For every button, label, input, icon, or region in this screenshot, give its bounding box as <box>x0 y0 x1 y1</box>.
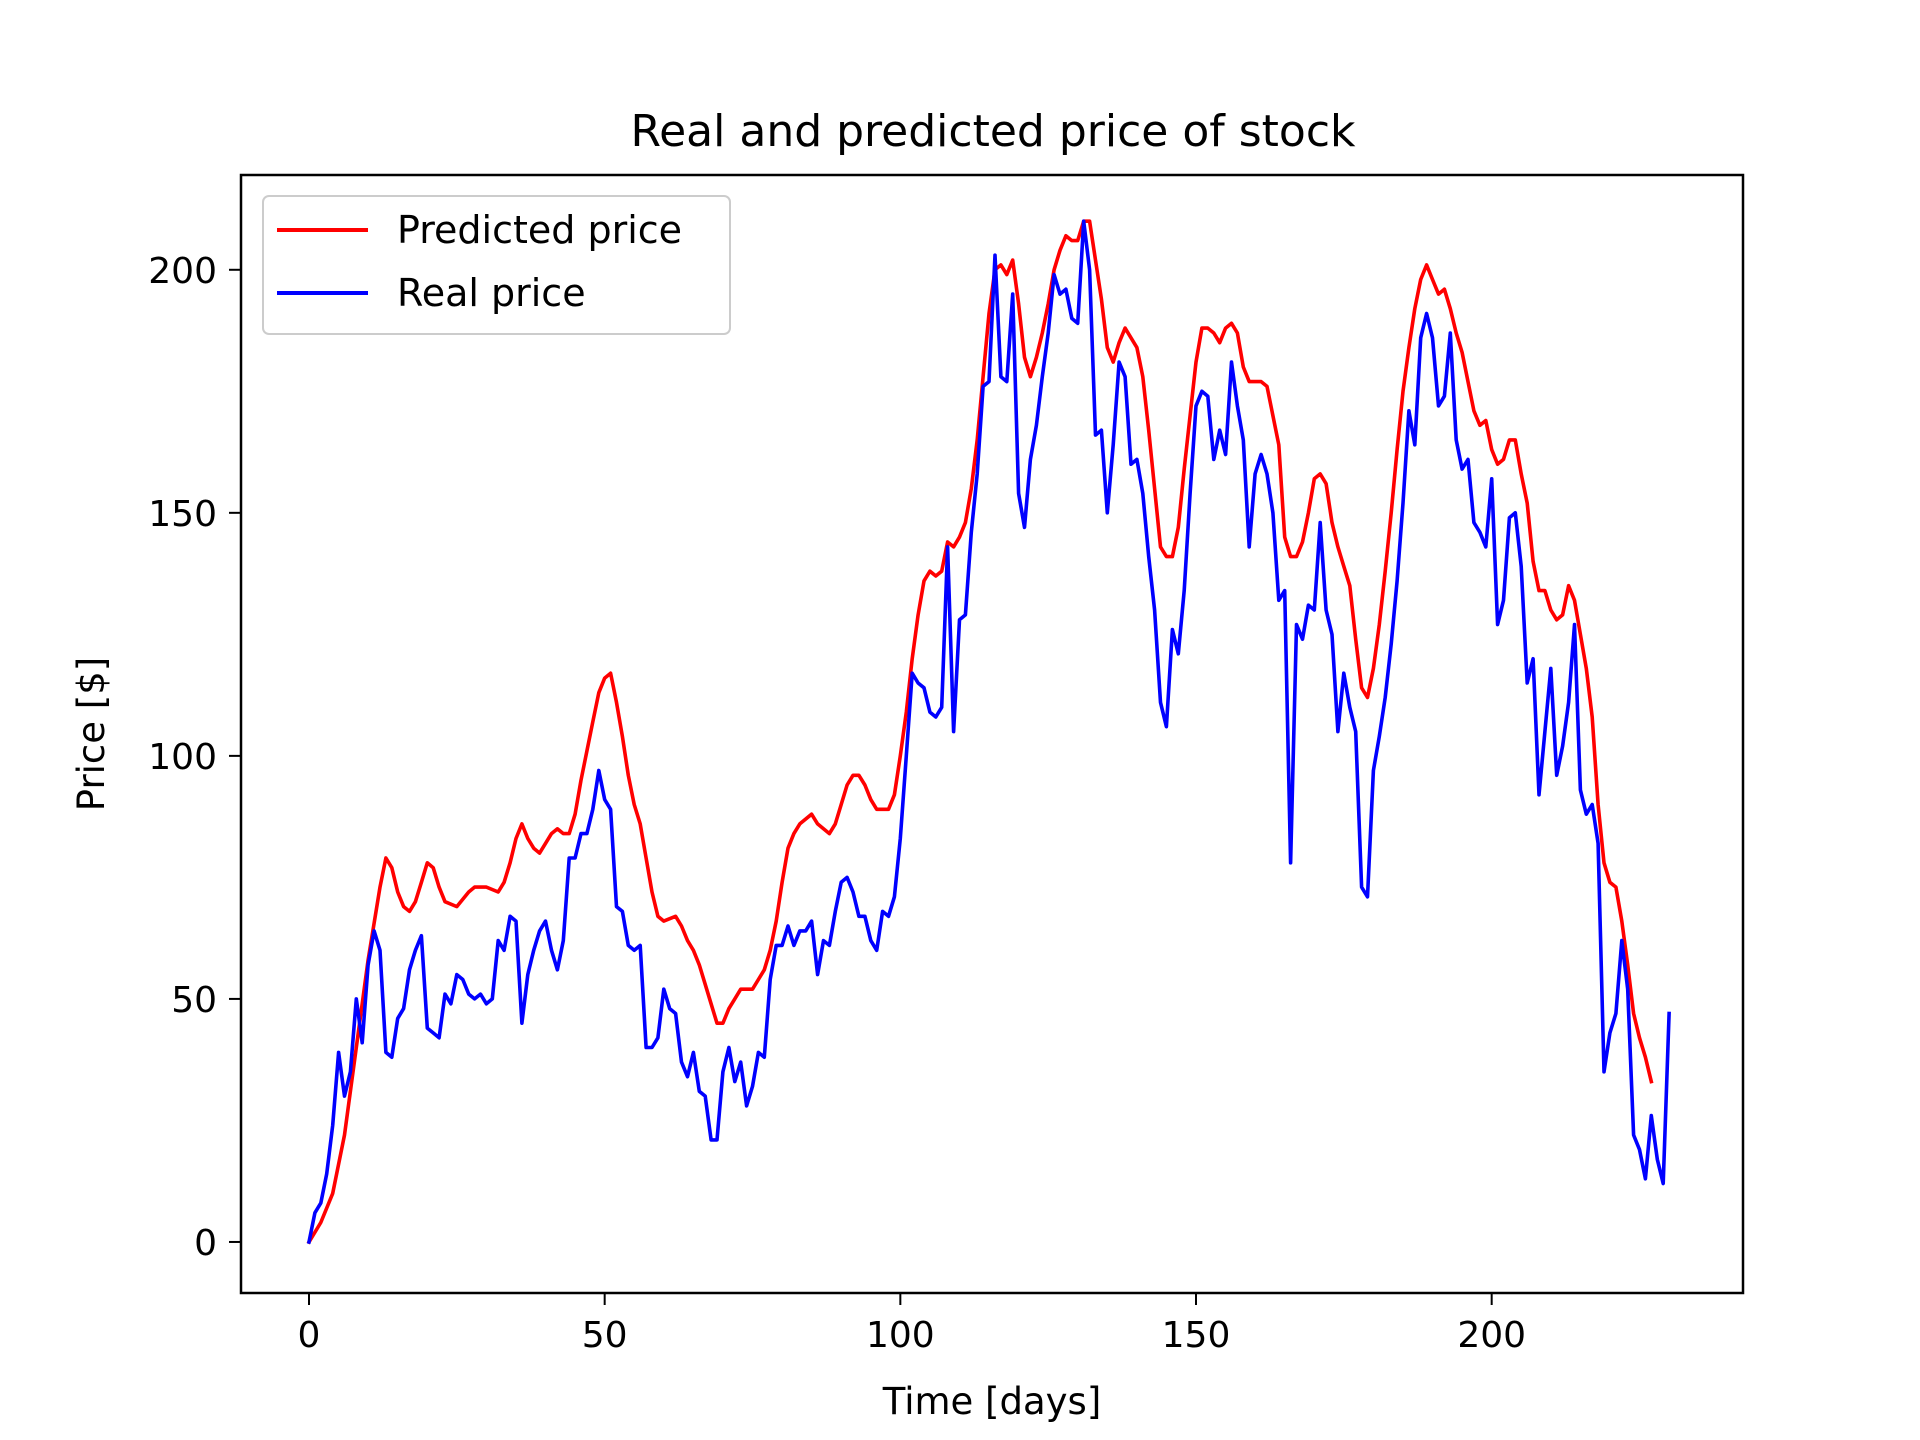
y-axis: 0 50 100 150 200 <box>148 251 241 1264</box>
plot-frame <box>239 173 1745 1295</box>
x-tick-label: 150 <box>1162 1315 1231 1356</box>
x-tick-label: 50 <box>582 1315 628 1356</box>
y-tick-label: 50 <box>171 980 217 1021</box>
x-tick-label: 0 <box>298 1315 321 1356</box>
y-tick-label: 200 <box>148 251 217 292</box>
legend: Predicted price Real price <box>262 195 731 335</box>
x-axis: 0 50 100 150 200 <box>298 1293 1526 1356</box>
series-layer <box>306 219 1671 1245</box>
chart-title: Real and predicted price of stock <box>631 106 1356 157</box>
legend-box <box>262 195 731 335</box>
y-tick-label: 150 <box>148 494 217 535</box>
plot-area <box>241 175 1743 1293</box>
y-tick-label: 100 <box>148 737 217 778</box>
legend-label-predicted: Predicted price <box>397 208 682 252</box>
x-tick-label: 100 <box>866 1315 935 1356</box>
x-axis-label: Time [days] <box>882 1380 1102 1423</box>
y-tick-label: 0 <box>194 1223 217 1264</box>
series-predicted-price-line <box>306 219 1654 1245</box>
series-real-price-line <box>306 219 1671 1245</box>
legend-label-real: Real price <box>397 271 586 315</box>
y-axis-label: Price [$] <box>70 657 113 811</box>
x-tick-label: 200 <box>1457 1315 1526 1356</box>
